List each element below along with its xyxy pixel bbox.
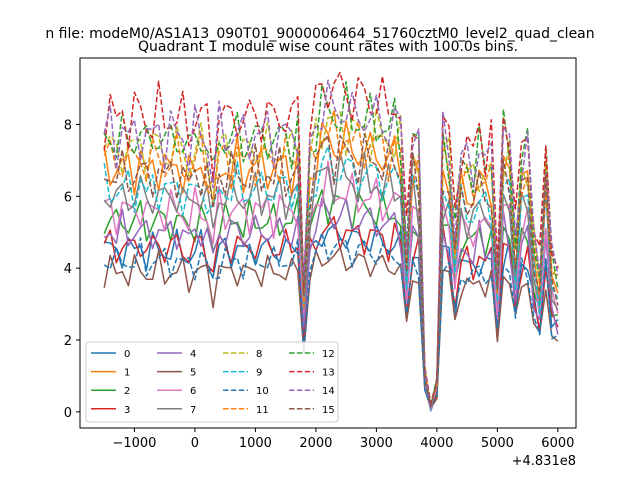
y-axis-ticks: 0 2 4 6 8 — [64, 118, 80, 421]
series-line-14 — [103, 79, 559, 409]
series-line-10 — [103, 232, 559, 408]
x-tick-label: 1000 — [239, 436, 272, 451]
y-tick-label: 2 — [64, 334, 72, 349]
x-tick-label: 4000 — [420, 436, 453, 451]
legend-label-11: 11 — [256, 405, 269, 416]
x-tick-label: −1000 — [112, 436, 156, 451]
x-tick-label: 0 — [191, 436, 199, 451]
legend-label-0: 0 — [124, 349, 130, 360]
legend-label-12: 12 — [322, 349, 335, 360]
series-line-5 — [103, 246, 559, 409]
x-axis-ticks: −1000 0 1000 2000 3000 4000 5000 6000 — [112, 428, 574, 451]
x-tick-label: 3000 — [360, 436, 393, 451]
plot-frame — [79, 57, 577, 429]
legend-label-9: 9 — [256, 368, 262, 379]
legend-label-15: 15 — [322, 405, 335, 416]
legend-label-2: 2 — [124, 386, 130, 397]
legend-label-10: 10 — [256, 386, 269, 397]
y-tick-label: 4 — [64, 262, 72, 277]
y-tick-label: 8 — [64, 118, 72, 133]
figure-suptitle: n file: modeM0/AS1A13_090T01_9000006464_… — [45, 26, 594, 42]
legend-label-13: 13 — [322, 368, 335, 379]
series-line-8 — [103, 107, 559, 410]
legend-label-4: 4 — [190, 349, 196, 360]
x-offset-label: +4.831e8 — [512, 454, 576, 469]
y-tick-label: 0 — [64, 406, 72, 421]
legend-label-1: 1 — [124, 368, 130, 379]
x-tick-label: 2000 — [299, 436, 332, 451]
legend-label-3: 3 — [124, 405, 130, 416]
legend-label-14: 14 — [322, 386, 335, 397]
x-tick-label: 5000 — [481, 436, 514, 451]
legend-label-5: 5 — [190, 368, 196, 379]
series-layer — [103, 71, 559, 412]
legend-label-6: 6 — [190, 386, 196, 397]
series-line-4 — [103, 197, 559, 407]
x-tick-label: 6000 — [541, 436, 574, 451]
y-tick-label: 6 — [64, 190, 72, 205]
axes-title: Quadrant 1 module wise count rates with … — [138, 39, 518, 55]
legend-frame — [85, 341, 339, 423]
legend-label-7: 7 — [190, 405, 196, 416]
legend-label-8: 8 — [256, 349, 262, 360]
